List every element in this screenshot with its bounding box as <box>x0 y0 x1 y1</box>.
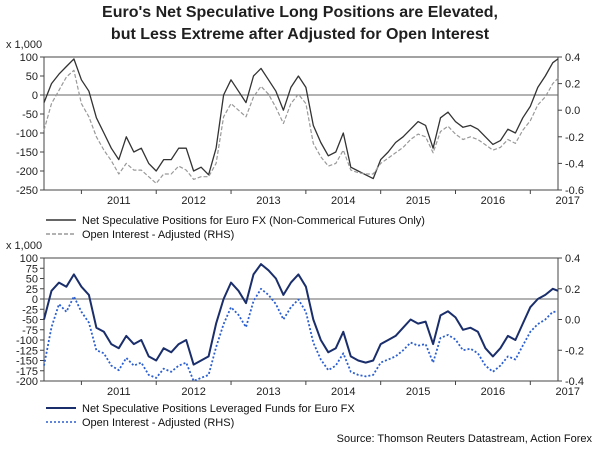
y-tick-label-right: 0.4 <box>565 253 580 265</box>
series-line-open-interest-adjusted <box>43 287 558 382</box>
chart-title-line-2: but Less Extreme after Adjusted for Open… <box>110 26 490 43</box>
x-tick-label: 2011 <box>107 195 131 207</box>
chart-title: Euro's Net Speculative Long Positions ar… <box>0 2 600 46</box>
y-tick-label-left: 0 <box>32 294 38 306</box>
chart-title-line-1: Euro's Net Speculative Long Positions ar… <box>102 4 498 21</box>
y-tick-label-right: -0.2 <box>565 345 584 357</box>
y-tick-label-left: 75 <box>26 263 38 275</box>
y-tick-label-left: 50 <box>26 71 38 83</box>
y-tick-label-left: 25 <box>26 284 38 296</box>
x-tick-label: 2016 <box>481 386 505 398</box>
y-tick-label-left: -125 <box>16 345 38 357</box>
y-tick-label-right: 0.0 <box>565 315 580 327</box>
x-tick-label: 2013 <box>256 195 280 207</box>
plot-frame-2 <box>43 257 559 382</box>
y-tick-label-right: 0.0 <box>565 105 580 117</box>
y-tick-label-right: -0.2 <box>565 132 584 144</box>
legend-label: Net Speculative Positions Leveraged Fund… <box>82 403 355 415</box>
y-tick-label-left: -100 <box>16 128 38 140</box>
legend-label: Open Interest - Adjusted (RHS) <box>82 417 234 429</box>
y-tick-label-right: -0.6 <box>565 185 584 197</box>
plot-frame-1 <box>43 56 559 191</box>
y-tick-label-left: 50 <box>26 274 38 286</box>
legend-label: Open Interest - Adjusted (RHS) <box>82 229 234 241</box>
y-tick-label-left: -200 <box>16 376 38 388</box>
x-tick-label: 2015 <box>406 195 430 207</box>
x-tick-label: 2017 <box>555 195 579 207</box>
y-tick-label-left: -50 <box>22 315 38 327</box>
y-tick-label-left: -250 <box>16 185 38 197</box>
y-tick-label-left: -50 <box>22 109 38 121</box>
series-line-net-positions <box>43 58 559 180</box>
y-tick-label-left: -75 <box>22 325 38 337</box>
x-tick-label: 2013 <box>256 386 280 398</box>
y-tick-label-left: 0 <box>32 90 38 102</box>
y-tick-label-right: 0.2 <box>565 284 580 296</box>
x-tick-label: 2014 <box>331 386 355 398</box>
legend-label: Net Speculative Positions for Euro FX (N… <box>82 215 425 227</box>
series-line-open-interest-adjusted <box>43 69 559 184</box>
x-tick-label: 2011 <box>107 386 131 398</box>
y-tick-label-left: 100 <box>20 52 38 64</box>
y-tick-label-left: -175 <box>16 366 38 378</box>
x-tick-label: 2016 <box>481 195 505 207</box>
y-tick-label-left: -200 <box>16 166 38 178</box>
x-tick-label: 2012 <box>181 195 205 207</box>
y-tick-label-right: 0.4 <box>565 52 580 64</box>
x-tick-label: 2014 <box>331 195 355 207</box>
y-tick-label-left: -150 <box>16 356 38 368</box>
x-tick-label: 2015 <box>406 386 430 398</box>
source-note: Source: Thomson Reuters Datastream, Acti… <box>337 433 593 445</box>
y-tick-label-left: -100 <box>16 335 38 347</box>
series-line-net-positions <box>43 263 559 366</box>
x-tick-label: 2012 <box>181 386 205 398</box>
y-tick-label-right: 0.2 <box>565 79 580 91</box>
y-tick-label-left: -150 <box>16 147 38 159</box>
y-tick-label-right: -0.4 <box>565 376 584 388</box>
y-tick-label-left: 100 <box>20 253 38 265</box>
y-unit-label: x 1,000 <box>6 39 42 51</box>
y-tick-label-left: -25 <box>22 304 38 316</box>
chart-panel-2: x 1,0001007550250-25-50-75-100-125-150-1… <box>6 240 584 429</box>
y-tick-label-right: -0.4 <box>565 158 584 170</box>
x-tick-label: 2017 <box>555 386 579 398</box>
y-unit-label: x 1,000 <box>6 240 42 252</box>
